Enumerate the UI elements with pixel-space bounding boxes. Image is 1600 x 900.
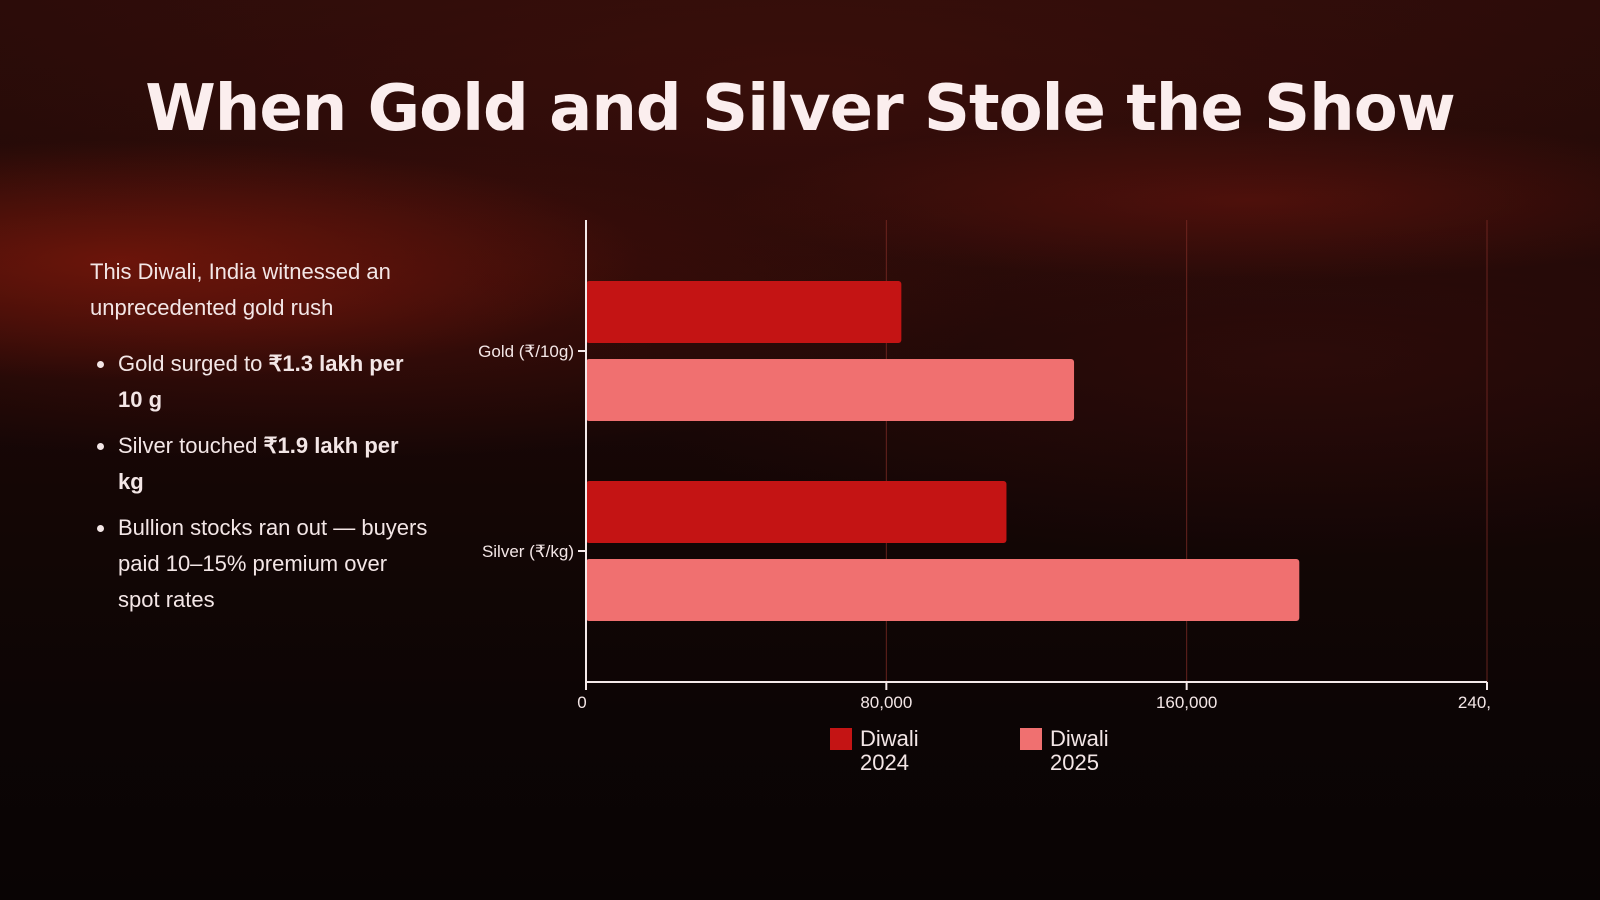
x-tick-label: 240, — [1458, 693, 1491, 712]
bar-2025-silver — [586, 559, 1300, 621]
bar-chart: Gold (₹/10g) Silver (₹/kg) 0 80,000 160,000 2… — [460, 215, 1560, 729]
legend-swatch-2025 — [1020, 728, 1042, 750]
x-tick-label: 0 — [577, 693, 586, 712]
chart-legend: Diwali 2024 Diwali 2025 — [830, 727, 1130, 775]
bullet-dot-icon — [97, 525, 104, 532]
y-tick-label: Gold (₹/10g) — [478, 342, 574, 361]
page-title: When Gold and Silver Stole the Show — [145, 72, 1456, 146]
summary-panel: This Diwali, India witnessed an unpreced… — [90, 254, 430, 628]
x-tick-label: 80,000 — [860, 693, 912, 712]
bar-2025-gold — [586, 359, 1075, 421]
x-tick-label: 160,000 — [1156, 693, 1217, 712]
bullet-item-gold: Gold surged to ₹1.3 lakh per 10 g — [90, 346, 430, 418]
bullet-dot-icon — [97, 443, 104, 450]
intro-text: This Diwali, India witnessed an unpreced… — [90, 259, 391, 320]
bar-2024-gold — [586, 281, 902, 343]
bullet-highlight: ₹1.9 lakh per kg — [118, 433, 399, 494]
legend-label-2025: Diwali 2025 — [1050, 726, 1109, 775]
legend-swatch-2024 — [830, 728, 852, 750]
bullet-highlight: ₹1.3 lakh per 10 g — [118, 351, 404, 412]
bullet-text: Bullion stocks ran out — buyers paid 10–… — [118, 515, 428, 612]
y-tick-label: Silver (₹/kg) — [482, 542, 574, 561]
chart-canvas: Gold (₹/10g) Silver (₹/kg) 0 80,000 160,000 2… — [478, 220, 1491, 712]
legend-item-2024: Diwali 2024 — [830, 727, 940, 775]
legend-label-2024: Diwali 2024 — [860, 726, 919, 775]
bullet-text: Gold surged to — [118, 351, 269, 376]
bullet-dot-icon — [97, 361, 104, 368]
bullet-item-bullion: Bullion stocks ran out — buyers paid 10–… — [90, 510, 430, 618]
bullet-list: Gold surged to ₹1.3 lakh per 10 g Silver… — [90, 346, 430, 618]
bar-2024-silver — [586, 481, 1007, 543]
bullet-text: Silver touched — [118, 433, 264, 458]
bullet-item-silver: Silver touched ₹1.9 lakh per kg — [90, 428, 430, 500]
legend-item-2025: Diwali 2025 — [1020, 727, 1130, 775]
